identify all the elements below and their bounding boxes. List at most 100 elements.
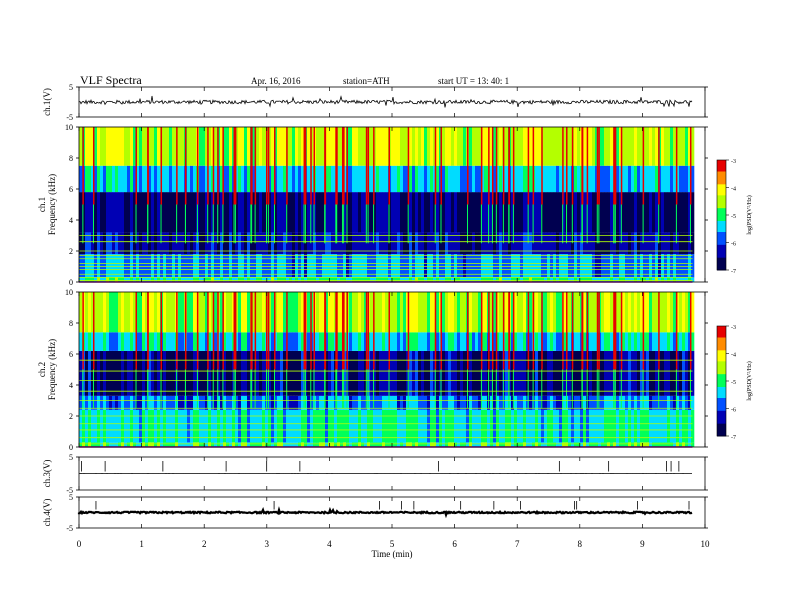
spectrogram-cell [499,192,503,233]
spectrogram-cell [538,192,542,233]
spectrogram-cell [154,232,158,255]
spectrogram-cell [292,395,296,410]
spectrogram-cell [460,232,464,255]
spectrogram-cell [418,127,422,166]
impulse-event [614,292,617,370]
impulse-event [367,127,370,205]
spectrogram-cell [256,409,260,443]
spectrogram-cell [628,165,632,193]
spectrogram-cell [136,395,140,410]
spectrogram-cell [112,254,116,278]
spectrogram-cell [316,350,320,396]
spectrogram-cell [181,395,185,410]
spectrogram-cell [340,332,344,351]
spectrogram-cell [364,442,368,447]
impulse-event [620,204,622,244]
spectrogram-cell [85,254,89,278]
spectrogram-cell [403,127,407,166]
spectrogram-cell [247,442,251,447]
spectrogram-cell [457,277,461,282]
spectrogram-cell [463,395,467,410]
spectrogram-cell [673,350,677,396]
spectrogram-cell [94,232,98,255]
spectrogram-cell [391,192,395,233]
spectrogram-cell [463,192,467,233]
impulse-event [346,204,348,244]
colorbar-cell [717,182,726,185]
spectrogram-cell [529,332,533,351]
spectrogram-cell [559,395,563,410]
spectrogram-cell [343,409,347,443]
spectrogram-cell [481,292,485,333]
spectrogram-cell [322,395,326,410]
spectrogram-cell [94,127,98,166]
spectrogram-cell [238,332,242,351]
spectrogram-cell [667,127,671,166]
spectrogram-cell [166,442,170,447]
spectrogram-cell [490,254,494,278]
spectrogram-cell [148,277,152,282]
spectrogram-cell [592,409,596,443]
colorbar-cell [717,375,726,378]
spectrogram-cell [637,254,641,278]
impulse-event [82,369,84,409]
spectrogram-cell [412,192,416,233]
spectrogram-cell [241,395,245,410]
impulse-event [233,292,236,370]
spectrogram-cell [319,232,323,255]
spectrogram-cell [301,332,305,351]
spectrogram-cell [568,395,572,410]
y-tick-label: 2 [69,412,73,421]
colorbar-cell [717,434,726,437]
spectrogram-cell [583,292,587,333]
spectrogram-cell [520,332,524,351]
spectrogram-cell [610,395,614,410]
spectrogram-cell [388,254,392,278]
spectrogram-cell [97,332,101,351]
spectrogram-cell [82,277,86,282]
spectrogram-cell [241,254,245,278]
spectrogram-cell [154,442,158,447]
spectrogram-cell [220,442,224,447]
spectrogram-cell [604,232,608,255]
spectrogram-cell [325,409,329,443]
impulse-event [160,127,163,205]
spectrogram-cell [349,292,353,333]
spectrogram-cell [376,127,380,166]
colorbar-cell [717,430,726,433]
spectrogram-cell [205,442,209,447]
spectrogram-cell [115,350,119,396]
spectrogram-cell [304,254,308,278]
spectrogram-cell [616,165,620,193]
spectrogram-cell [475,277,479,282]
spectrogram-cell [88,350,92,396]
impulse-event [217,127,219,205]
spectrogram-cell [478,277,482,282]
spectrogram-cell [676,232,680,255]
spectrogram-cell [562,395,566,410]
spectrogram-cell [529,232,533,255]
spectrogram-cell [421,232,425,255]
spectrogram-cell [688,292,692,333]
spectrogram-cell [529,292,533,333]
spectrogram-cell [175,277,179,282]
spectrogram-cell [421,165,425,193]
spectrogram-cell [325,395,329,410]
spectrogram-cell [622,395,626,410]
impulse-event [586,127,589,205]
spectrogram-cell [577,277,581,282]
spectrogram-cell [364,127,368,166]
spectrogram-cell [661,254,665,278]
spectrogram-cell [322,409,326,443]
spectrogram-cell [616,192,620,233]
spectrogram-cell [619,254,623,278]
spectrogram-cell [442,192,446,233]
impulse-event [212,204,214,244]
impulse-event [373,127,375,205]
spectrogram-cell [427,192,431,233]
spectrogram-cell [373,332,377,351]
colorbar-cell [717,185,726,188]
spectrogram-cell [340,254,344,278]
spectrogram-cell [508,442,512,447]
spectrogram-cell [109,350,113,396]
